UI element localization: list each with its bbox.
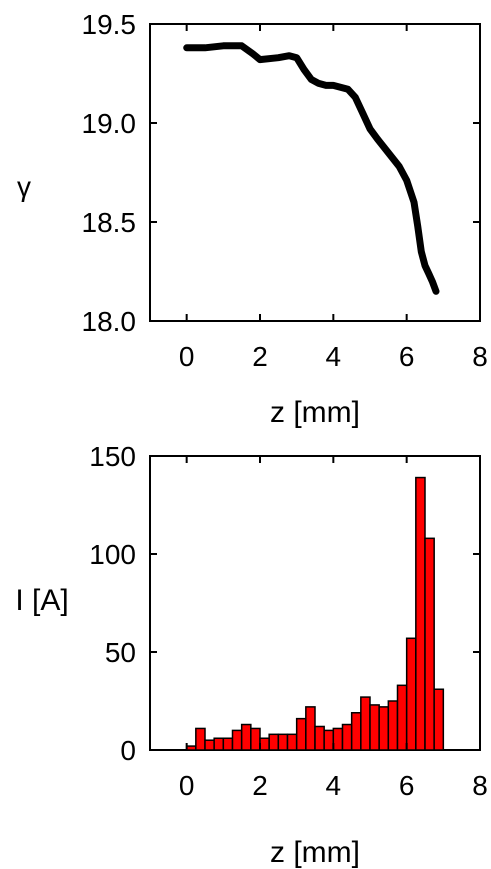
current-x-axis-label: z [mm]: [270, 836, 360, 869]
current-bar: [295, 717, 307, 751]
current-bar: [204, 739, 215, 751]
gamma-ticks: 0 2 4 6 8 18.0 18.5 19.0 19.5: [82, 9, 488, 372]
current-bar: [222, 737, 234, 751]
current-bar: [341, 723, 353, 751]
current-bar: [360, 696, 371, 751]
current-bar: [305, 706, 316, 751]
current-x-tick-label: 6: [399, 770, 415, 801]
current-chart: 0 2 4 6 8 0 50 100 150 I [A] z [mm]: [15, 441, 487, 869]
current-bar: [185, 745, 197, 751]
gamma-y-tick-label: 19.0: [82, 108, 137, 139]
gamma-y-tick-label: 18.5: [82, 207, 137, 238]
current-bar: [277, 733, 289, 751]
gamma-series-line: [183, 42, 440, 295]
current-bar: [250, 727, 261, 751]
current-bars: [185, 476, 445, 751]
current-bar: [350, 712, 362, 751]
current-x-tick-label: 8: [472, 770, 488, 801]
gamma-x-tick-label: 8: [472, 341, 488, 372]
current-bar: [268, 733, 280, 751]
current-bar: [231, 729, 243, 751]
current-bar: [378, 706, 390, 751]
current-bar: [332, 727, 344, 751]
current-x-tick-label: 0: [179, 770, 195, 801]
current-y-tick-label: 50: [105, 637, 136, 668]
current-bar: [323, 729, 335, 751]
current-bar: [415, 476, 426, 751]
gamma-y-axis-label: γ: [17, 171, 31, 202]
gamma-x-tick-label: 2: [252, 341, 268, 372]
current-bar: [396, 684, 408, 751]
current-bar: [195, 727, 206, 751]
current-bar: [433, 688, 445, 751]
gamma-plot-frame: [149, 23, 481, 322]
gamma-chart: 0 2 4 6 8 18.0 18.5 19.0 19.5 γ z [mm]: [17, 9, 488, 429]
gamma-y-tick-label: 19.5: [82, 9, 137, 40]
current-y-tick-label: 0: [120, 735, 136, 766]
current-y-axis-label: I [A]: [15, 584, 68, 617]
current-x-tick-label: 2: [252, 770, 268, 801]
current-bar: [387, 700, 399, 751]
current-bar: [259, 737, 270, 751]
gamma-x-tick-label: 4: [326, 341, 342, 372]
current-bar: [424, 537, 435, 751]
current-bar: [369, 704, 380, 751]
current-x-tick-label: 4: [326, 770, 342, 801]
gamma-x-axis-label: z [mm]: [270, 396, 360, 429]
current-y-tick-label: 150: [89, 441, 136, 472]
current-bar: [213, 737, 225, 751]
current-y-tick-label: 100: [89, 539, 136, 570]
gamma-x-tick-label: 0: [179, 341, 195, 372]
current-ticks: 0 2 4 6 8 0 50 100 150: [89, 441, 488, 801]
current-bar: [286, 733, 298, 751]
current-bar: [405, 637, 417, 751]
gamma-y-tick-label: 18.0: [82, 306, 137, 337]
current-bar: [240, 723, 252, 751]
gamma-x-tick-label: 6: [399, 341, 415, 372]
current-bar: [314, 725, 325, 751]
